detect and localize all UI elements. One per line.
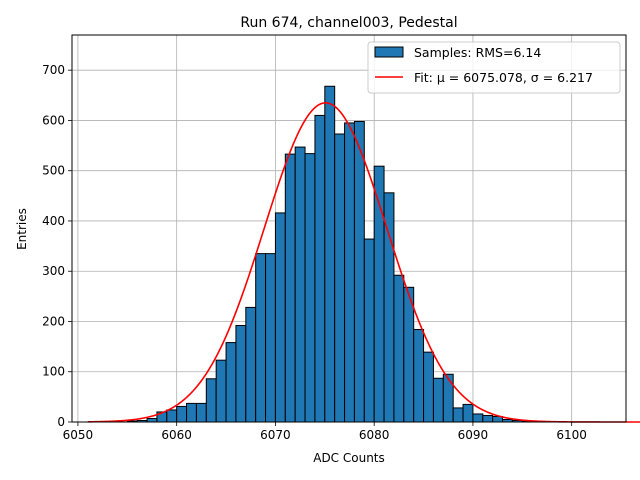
x-tick-label: 6090 <box>458 428 489 442</box>
histogram-bar <box>304 153 316 423</box>
legend-label-fit: Fit: μ = 6075.078, σ = 6.217 <box>414 70 593 85</box>
x-tick-label: 6070 <box>260 428 291 442</box>
histogram-bar <box>235 325 247 423</box>
histogram-bar <box>324 85 336 423</box>
y-tick-label: 100 <box>42 365 65 379</box>
x-tick-label: 6050 <box>63 428 94 442</box>
histogram-bar <box>363 238 375 423</box>
chart-title: Run 674, channel003, Pedestal <box>240 15 457 31</box>
histogram-bar <box>274 212 286 423</box>
x-axis-label: ADC Counts <box>313 451 385 465</box>
y-tick-label: 700 <box>42 63 65 77</box>
y-axis-label: Entries <box>15 208 29 250</box>
histogram-bar <box>452 407 464 423</box>
histogram-bar <box>442 373 454 423</box>
histogram-bar <box>472 413 484 423</box>
histogram-bar <box>186 402 197 423</box>
y-tick-label: 600 <box>42 113 65 127</box>
y-tick-label: 500 <box>42 164 65 178</box>
legend-label-samples: Samples: RMS=6.14 <box>414 45 541 60</box>
histogram-bar <box>176 405 188 423</box>
histogram-bar <box>166 409 178 423</box>
histogram-bar <box>265 253 276 423</box>
histogram-bar <box>284 153 296 423</box>
histogram-bar <box>215 359 227 423</box>
legend-box <box>367 41 621 94</box>
legend: Samples: RMS=6.14 Fit: μ = 6075.078, σ =… <box>367 41 621 94</box>
histogram-bar <box>255 253 267 423</box>
histogram-bar <box>225 342 237 423</box>
histogram-bar <box>294 146 306 423</box>
plot-frame <box>71 34 627 423</box>
histogram-bar <box>334 133 346 423</box>
y-tick-label: 0 <box>57 415 65 429</box>
histogram-bar <box>403 286 415 423</box>
x-tick-label: 6060 <box>161 428 192 442</box>
histogram-bar <box>413 329 425 423</box>
y-tick-label: 300 <box>42 264 65 278</box>
histogram-bar <box>146 417 158 423</box>
histogram-bar <box>393 274 405 423</box>
histogram-bar <box>432 377 444 423</box>
y-tick-label: 400 <box>42 214 65 228</box>
legend-swatch-samples <box>374 46 404 58</box>
histogram-bar <box>383 192 395 423</box>
histogram-bar <box>195 402 207 423</box>
histogram-bar <box>344 122 355 423</box>
axis-ticks: 6050 6060 6070 6080 6090 6100 0 100 200 300 400 500… <box>42 63 587 442</box>
x-tick-label: 6080 <box>359 428 390 442</box>
x-tick-label: 6100 <box>556 428 587 442</box>
histogram-bar <box>482 414 494 423</box>
histogram-bar <box>423 351 434 423</box>
histogram-bar <box>205 378 217 423</box>
histogram-bar <box>353 120 365 423</box>
histogram-bar <box>314 114 326 423</box>
y-tick-label: 200 <box>42 314 65 328</box>
histogram-bar <box>245 306 257 423</box>
histogram-bar <box>462 403 474 423</box>
